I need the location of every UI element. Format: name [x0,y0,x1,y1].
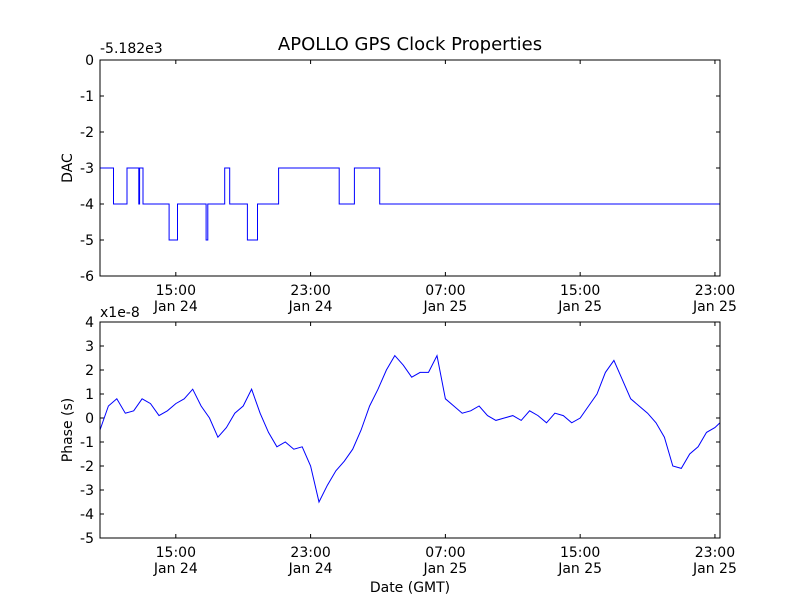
dac-x-tick-date: Jan 24 [153,299,198,315]
dac-x-tick-date: Jan 25 [557,299,602,315]
dac-x-tick-time: 07:00 [425,283,465,299]
dac-y-tick-label: -3 [80,161,94,177]
dac-series-line [100,167,720,241]
phase-x-tick-time: 15:00 [560,545,600,561]
phase-plot-frame [99,321,721,539]
dac-x-tick-time: 15:00 [156,283,196,299]
dac-y-tick-label: -1 [80,89,94,105]
dac-y-axis-label: DAC [60,153,76,183]
dac-y-tick-label: 0 [85,53,94,69]
phase-x-tick-time: 23:00 [695,545,735,561]
chart-title: APOLLO GPS Clock Properties [278,34,542,55]
dac-x-tick-date: Jan 24 [288,299,333,315]
phase-series-line [99,354,721,504]
phase-y-tick-label: -2 [80,459,94,475]
dac-plot-frame [99,59,721,277]
phase-x-tick-time: 23:00 [290,545,330,561]
dac-x-tick-time: 23:00 [695,283,735,299]
phase-y-tick-label: -1 [80,435,94,451]
phase-y-axis-label: Phase (s) [60,398,76,462]
phase-x-tick-time: 07:00 [425,545,465,561]
dac-y-tick-label: -2 [80,125,94,141]
dac-y-tick-label: -5 [80,233,94,249]
dac-offset-label: -5.182e3 [100,41,163,57]
phase-panel: Phase (s) x1e-8 43210-1-2-3-4-515:00Jan … [60,305,737,596]
dac-x-tick-date: Jan 25 [422,299,467,315]
dac-x-tick-date: Jan 25 [692,299,737,315]
phase-y-tick-label: -4 [80,507,94,523]
phase-y-tick-label: 2 [85,363,94,379]
dac-x-tick-time: 15:00 [560,283,600,299]
phase-y-tick-label: 1 [85,387,94,403]
phase-x-tick-date: Jan 25 [422,561,467,577]
phase-x-tick-date: Jan 25 [692,561,737,577]
phase-y-tick-label: 0 [85,411,94,427]
phase-y-tick-label: -3 [80,483,94,499]
dac-x-tick-time: 23:00 [290,283,330,299]
phase-x-tick-date: Jan 24 [153,561,198,577]
phase-y-tick-label: -5 [80,531,94,547]
phase-x-tick-date: Jan 25 [557,561,602,577]
phase-y-tick-label: 3 [85,339,94,355]
phase-y-tick-label: 4 [85,315,94,331]
phase-offset-label: x1e-8 [100,305,140,321]
dac-y-tick-label: -4 [80,197,94,213]
phase-x-tick-time: 15:00 [156,545,196,561]
x-axis-label: Date (GMT) [370,580,450,596]
phase-x-tick-date: Jan 24 [288,561,333,577]
dac-y-tick-label: -6 [80,269,94,285]
